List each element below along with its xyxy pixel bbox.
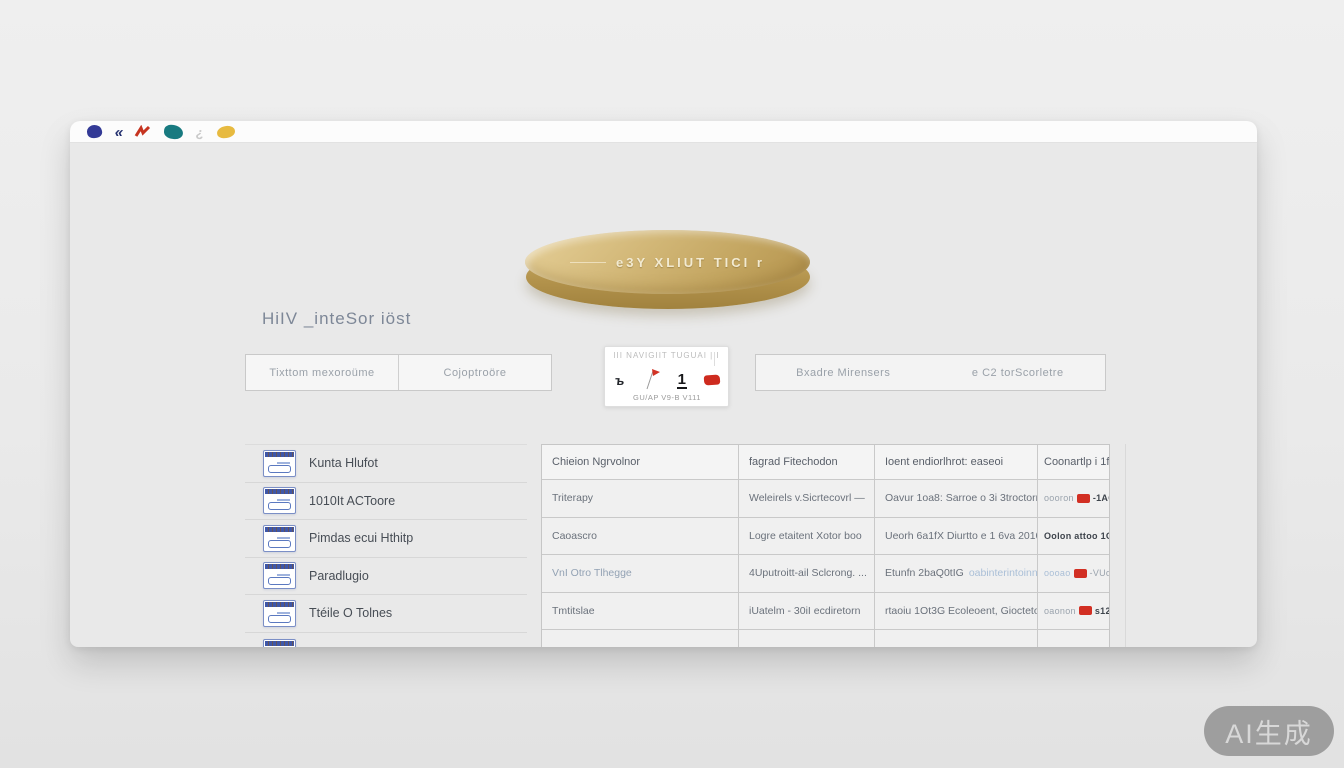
document-list: Kunta Hlufot 1010It ACToore Pimdas ecui … (245, 444, 527, 647)
table-cell: Etunfn 2baQ0tIG oabinterintoinni (875, 555, 1038, 592)
table-cell (875, 630, 1038, 647)
table-cell-text: oaonon (1044, 605, 1076, 616)
table-cell: iUatelm - 30iI ecdiretorn (739, 592, 875, 629)
tab-right-1[interactable]: Bxadre Mirensers (796, 366, 891, 379)
window-toolbar: « ¿ (70, 121, 1257, 143)
red-marker-icon (703, 374, 721, 386)
page-title: HiIV _inteSor iöst (262, 309, 412, 328)
red-badge-icon (1078, 606, 1092, 616)
yellow-blob-icon[interactable] (216, 124, 236, 140)
gray-mark-icon[interactable]: ¿ (195, 123, 206, 140)
table-cell: 4Uputroitt-ail Sclcrong. ... (739, 555, 875, 592)
table-cell: Triterapy (542, 480, 739, 517)
table-cell (1038, 630, 1109, 647)
table-cell: Ueorh 6a1fX Diurtto e 1 6va 2010 (875, 517, 1038, 554)
document-thumbnail-icon (263, 562, 296, 590)
table-cell: oooron -1AQ (1038, 480, 1109, 517)
chevrons-icon[interactable]: « (113, 123, 124, 140)
teal-blob-icon[interactable] (163, 123, 184, 140)
navigation-card[interactable]: III NAVIGIIT TUGUAI | I ъ 1 GU/AP V9-B V… (604, 346, 729, 407)
navigation-card-label: III NAVIGIIT TUGUAI | I (613, 351, 720, 360)
list-item[interactable]: Paradlugio (245, 558, 527, 595)
red-badge-icon (1073, 568, 1087, 578)
table-cell: Weleirels v.Sicrtecovrl — (739, 480, 875, 517)
column-header[interactable]: Ioent endiorlhrot: easeoi (875, 445, 1038, 479)
document-thumbnail-icon (263, 524, 296, 552)
table-right-edge-line (1125, 444, 1126, 647)
tab-right-2[interactable]: e C2 torScorletre (971, 366, 1064, 379)
list-item-label: 1010It ACToore (309, 493, 396, 508)
list-item[interactable]: Pimdas ecui Hthitp (245, 520, 527, 558)
nav-glyph: ъ (614, 372, 626, 388)
table-cell: Logre etaitent Xotor boo (739, 517, 875, 554)
navigation-card-icon-row: ъ 1 (614, 365, 721, 395)
table-cell (739, 630, 875, 647)
document-thumbnail-icon (263, 449, 296, 477)
table-cell: oaonon s12V (1038, 593, 1109, 630)
ai-watermark-badge: AI生成 (1204, 706, 1334, 756)
red-ribbon-icon[interactable] (134, 124, 151, 140)
table-row-partial[interactable] (542, 630, 1109, 647)
right-tab-group: Bxadre Mirensers e C2 torScorletre (755, 354, 1106, 391)
table-cell: VnI Otro Tlhegge (542, 555, 739, 592)
table-cell: Tmtitslae (542, 592, 739, 629)
column-header[interactable]: fagrad Fitechodon (739, 445, 875, 479)
table-row[interactable]: VnI Otro Tlhegge 4Uputroitt-ail Sclcrong… (542, 555, 1109, 593)
table-cell: Oolon attoo 1OA (1038, 518, 1109, 555)
list-item-label: Kunta Hlufot (309, 456, 378, 471)
gold-disc-face: e3Y XLIUT TICI r (525, 230, 810, 294)
nav-count: 1 (676, 370, 687, 389)
list-item-label: Pimdas ecui Hthitp (309, 531, 414, 546)
browser-window: « ¿ e3Y XLIUT TICI r HiIV _inteSor iöst … (70, 121, 1257, 647)
data-table: Chieion Ngrvolnor fagrad Fitechodon Ioen… (541, 444, 1110, 647)
list-item-partial[interactable] (245, 633, 527, 647)
table-cell: Caoascro (542, 517, 739, 554)
gold-disc: e3Y XLIUT TICI r (525, 230, 810, 312)
table-cell-text: Oolon attoo 1OA (1044, 530, 1109, 541)
red-badge-icon (1076, 493, 1090, 503)
column-header[interactable]: Coonartlp i 1fo (1044, 456, 1109, 468)
table-row[interactable]: Tmtitslae iUatelm - 30iI ecdiretorn rtao… (542, 592, 1109, 630)
list-item[interactable]: Ttéile O Tolnes (245, 595, 527, 633)
document-thumbnail-icon (263, 487, 296, 515)
table-header-row: Chieion Ngrvolnor fagrad Fitechodon Ioen… (542, 445, 1109, 480)
navy-blob-icon[interactable] (86, 124, 103, 140)
table-cell-link[interactable]: oabinterintoinni (968, 567, 1038, 580)
list-item[interactable]: Kunta Hlufot (245, 445, 527, 483)
navigation-card-divider (714, 352, 715, 366)
table-cell-text: -1AQ (1092, 493, 1109, 504)
table-cell: Oavur 1oa8: Sarroe o 3i 3troctorn (875, 480, 1038, 517)
ai-watermark-label: AI生成 (1225, 718, 1313, 749)
column-header[interactable]: Chieion Ngrvolnor (542, 445, 739, 479)
table-cell-text: oooron (1044, 493, 1074, 504)
list-item-label: Ttéile O Tolnes (309, 606, 393, 621)
document-thumbnail-icon (263, 638, 296, 647)
left-tab-group: Tixttom mexoroüme Cojoptroöre (245, 354, 552, 391)
nav-caption: GU/AP V9-B V111 (633, 393, 701, 402)
table-cell-text: Etunfn 2baQ0tIG (885, 567, 964, 580)
table-cell-text: oooao (1044, 568, 1071, 579)
table-row[interactable]: Caoascro Logre etaitent Xotor boo Ueorh … (542, 517, 1109, 555)
table-row[interactable]: Triterapy Weleirels v.Sicrtecovrl — Oavu… (542, 480, 1109, 518)
table-cell (542, 630, 739, 647)
table-cell-text: s12V (1094, 605, 1109, 616)
disc-label: e3Y XLIUT TICI r (616, 254, 765, 270)
tab-left-2[interactable]: Cojoptroöre (398, 355, 551, 390)
disc-decorative-line (570, 261, 607, 263)
document-thumbnail-icon (263, 599, 296, 627)
list-item-label: Paradlugio (309, 568, 369, 583)
red-flag-icon (642, 365, 660, 395)
table-cell-text: -VUo (1089, 568, 1109, 579)
tab-left-1[interactable]: Tixttom mexoroüme (269, 366, 375, 379)
list-item[interactable]: 1010It ACToore (245, 483, 527, 520)
table-cell: oooao -VUo (1038, 555, 1109, 592)
